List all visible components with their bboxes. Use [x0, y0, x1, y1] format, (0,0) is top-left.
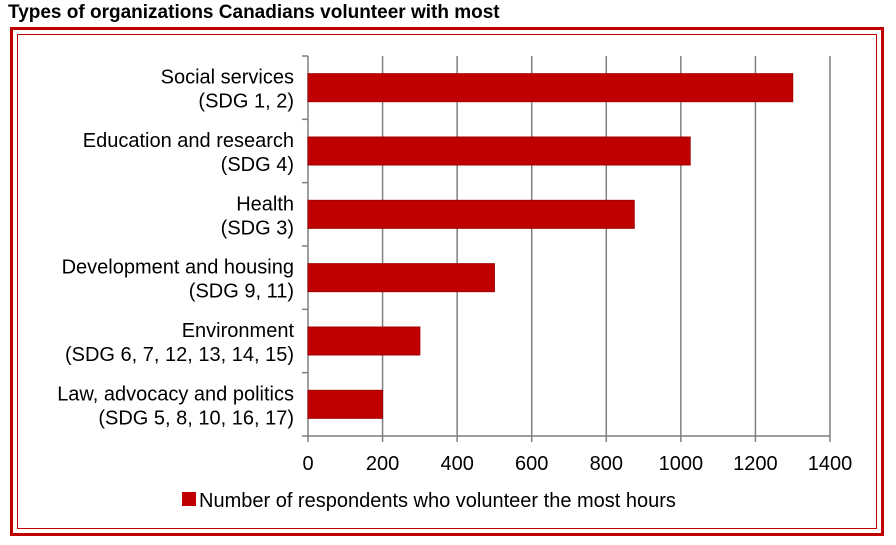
bar	[307, 389, 384, 419]
chart-title: Types of organizations Canadians volunte…	[8, 2, 500, 23]
legend-label: Number of respondents who volunteer the …	[199, 490, 676, 512]
category-label: (SDG 9, 11)	[189, 281, 294, 303]
x-tick-label: 1400	[808, 453, 853, 475]
category-label: Health	[236, 193, 294, 215]
x-tick-label: 200	[366, 453, 399, 475]
bar	[307, 136, 691, 166]
legend-swatch	[182, 492, 196, 506]
x-tick-label: 600	[515, 453, 548, 475]
x-tick-label: 1000	[659, 453, 704, 475]
category-label: (SDG 3)	[221, 217, 294, 239]
chart-frame-outer	[10, 27, 884, 536]
category-label: (SDG 1, 2)	[198, 91, 294, 113]
chart-frame-inner	[17, 34, 877, 529]
x-tick-label: 400	[440, 453, 473, 475]
bar	[307, 199, 635, 229]
bar	[307, 73, 794, 103]
x-tick-label: 1200	[733, 453, 778, 475]
x-tick-label: 800	[590, 453, 623, 475]
x-tick-label: 0	[302, 453, 313, 475]
category-label: (SDG 4)	[221, 154, 294, 176]
category-label: Development and housing	[62, 257, 294, 279]
category-label: Law, advocacy and politics	[57, 383, 294, 405]
category-label: Social services	[161, 67, 294, 89]
category-label: (SDG 5, 8, 10, 16, 17)	[98, 407, 294, 429]
category-label: Education and research	[83, 130, 294, 152]
category-label: (SDG 6, 7, 12, 13, 14, 15)	[65, 344, 294, 366]
category-label: Environment	[182, 320, 295, 342]
bar	[307, 326, 421, 356]
bar	[307, 263, 495, 293]
